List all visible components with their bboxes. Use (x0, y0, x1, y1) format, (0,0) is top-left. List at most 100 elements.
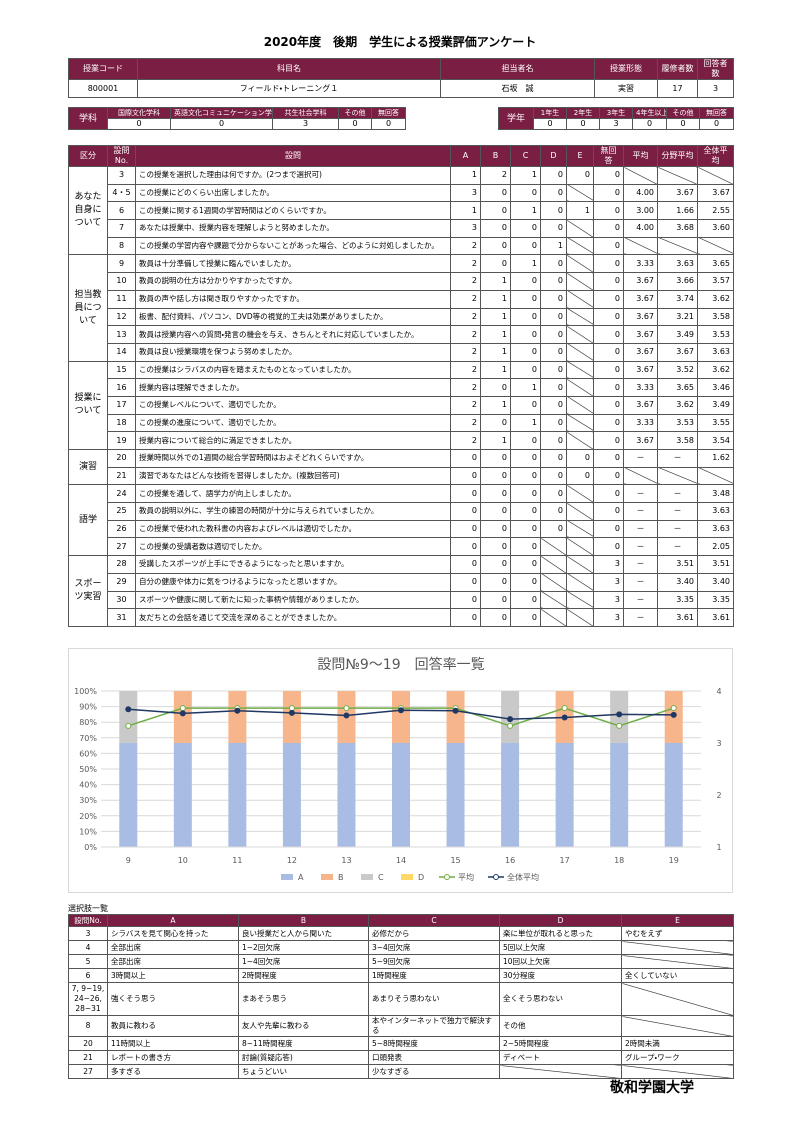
answer-cell-empty (566, 272, 594, 291)
header-cell: 履修者数 (657, 58, 698, 80)
answer-cell: 3.62 (697, 360, 734, 380)
legend-swatch (401, 874, 413, 880)
choice-row: 3 シラバスを見て関心を持った 良い授業だと人から聞いた 必修だから 楽に単位が取れると… (68, 926, 734, 941)
choice-text: 5~8時間程度 (368, 1036, 500, 1051)
answer-cell: 3.74 (657, 289, 698, 309)
choice-no: 5 (68, 954, 108, 969)
answer-cell: － (623, 502, 658, 521)
answer-cell: 0 (480, 502, 511, 521)
answer-cell: 2 (450, 289, 481, 309)
choice-text: 多すぎる (107, 1064, 239, 1079)
x-tick-label: 13 (341, 856, 351, 865)
header-cell: 設問No. (107, 145, 136, 167)
answer-cell: 0 (510, 449, 541, 468)
question-text: 演習であなたはどんな技術を習得しましたか。(複数回答可) (135, 466, 451, 486)
answer-cell: 3.67 (697, 183, 734, 203)
bar (446, 691, 465, 743)
answer-cell: 3.67 (623, 307, 658, 327)
answer-cell: 2 (450, 325, 481, 344)
choice-text: シラバスを見て関心を持った (107, 926, 239, 941)
answer-cell: 0 (480, 608, 511, 627)
answer-cell-empty (623, 236, 658, 256)
line-marker (616, 722, 623, 729)
answer-cell: 0 (510, 289, 541, 309)
answer-cell: 0 (450, 466, 481, 486)
choice-text: 口頭発表 (368, 1050, 500, 1065)
choice-text-empty (621, 940, 734, 955)
answer-cell: 0 (593, 431, 624, 450)
x-tick-label: 9 (126, 856, 131, 865)
question-no: 31 (107, 608, 136, 627)
survey-row: 16 授業内容は理解できましたか。 2 0 1 0 0 3.33 3.65 3.46 (69, 378, 734, 397)
answer-cell: 3.46 (697, 378, 734, 397)
question-text: スポーツや健康に関して新たに知った事柄や情報がありましたか。 (135, 590, 451, 610)
group-label: 語学 (68, 484, 108, 557)
answer-cell: 1 (510, 254, 541, 274)
header-cell: 科目名 (137, 58, 441, 80)
y-tick-label: 80% (79, 718, 97, 727)
answer-cell: 3.33 (623, 254, 658, 274)
answer-cell: 0 (593, 166, 624, 185)
answer-cell: 0 (540, 325, 567, 344)
answer-cell: 0 (510, 272, 541, 291)
answer-cell: 2 (450, 254, 481, 274)
question-no: 3 (107, 166, 136, 185)
header-cell: 授業形態 (594, 58, 658, 80)
y-tick-label: 90% (79, 703, 97, 712)
x-tick-label: 15 (450, 856, 460, 865)
choice-text: 10回以上欠席 (499, 954, 622, 969)
answer-cell: 0 (510, 466, 541, 486)
answer-cell: 0 (510, 325, 541, 344)
choice-text: 30分程度 (499, 968, 622, 983)
answer-cell: 3.52 (657, 360, 698, 380)
choice-text: 2~5時間程度 (499, 1036, 622, 1051)
x-tick-label: 19 (669, 856, 679, 865)
survey-row: 27 この授業の受講者数は適切でしたか。 0 0 0 0 －－ 2.05 (69, 537, 734, 557)
question-no: 26 (107, 519, 136, 539)
bar (392, 742, 410, 847)
y2-tick-label: 2 (716, 791, 721, 800)
x-tick-label: 16 (505, 856, 515, 865)
answer-cell: 0 (480, 201, 511, 221)
choice-no: 21 (68, 1050, 108, 1065)
header-cell: 全体平均 (697, 145, 734, 167)
answer-cell: － (623, 572, 658, 592)
x-tick-label: 11 (232, 856, 242, 865)
choice-text: 1~4回欠席 (238, 954, 369, 969)
answer-cell: － (623, 555, 658, 574)
x-tick-label: 10 (178, 856, 188, 865)
answer-cell: 2 (450, 342, 481, 362)
header-cell: A (107, 914, 239, 927)
answer-cell-empty (566, 572, 594, 592)
answer-cell-empty (566, 519, 594, 539)
question-no: 27 (107, 537, 136, 557)
answer-cell: 3.35 (697, 590, 734, 610)
choice-text: 3~4回欠席 (368, 940, 500, 955)
choice-text: 全部出席 (107, 940, 239, 955)
answer-cell: 3.35 (657, 590, 698, 610)
answer-cell: 0 (540, 342, 567, 362)
answer-cell: 0 (540, 307, 567, 327)
header-cell: E (566, 145, 594, 167)
header-cell: 平均 (623, 145, 658, 167)
answer-cell: 3.66 (657, 272, 698, 291)
survey-row: 17 この授業レベルについて、適切でしたか。 2 1 0 0 0 3.67 3.62 3.49 (69, 395, 734, 415)
choice-no: 8 (68, 1015, 108, 1037)
answer-cell: － (623, 608, 658, 627)
answer-cell: 1 (480, 395, 511, 415)
header-cell: D (499, 914, 622, 927)
answer-cell-empty (566, 395, 594, 415)
question-text: この授業の進度について、適切でしたか。 (135, 413, 451, 433)
x-tick-label: 14 (396, 856, 406, 865)
answer-cell: 3.60 (697, 219, 734, 238)
survey-row: 演習 20 授業時間以外での1週間の総合学習時間はおよそどれくらいですか。 0 0 0 0 0… (68, 448, 734, 486)
answer-cell-empty (540, 537, 567, 557)
answer-cell: － (623, 484, 658, 504)
bar (119, 691, 138, 743)
choice-text: 1~2回欠席 (238, 940, 369, 955)
survey-row: 25 教員の説明以外に、学生の練習の時間が十分に与えられていましたか。 0 0 0 0 0 －… (69, 502, 734, 521)
answer-cell-empty (540, 608, 567, 627)
answer-cell: 0 (480, 183, 511, 203)
question-no: 28 (107, 555, 136, 574)
value-cell: 0 (107, 118, 171, 130)
